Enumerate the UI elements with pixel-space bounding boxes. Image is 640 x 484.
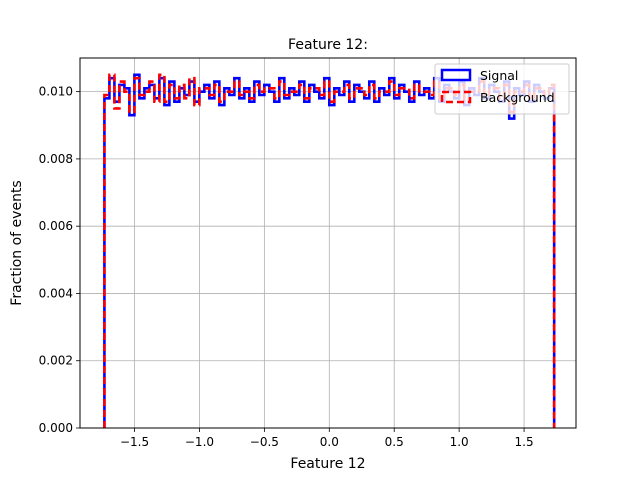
legend-label-background: Background — [480, 90, 555, 105]
y-tick-label: 0.010 — [39, 85, 73, 99]
x-tick-label: 1.0 — [450, 435, 469, 449]
x-tick-label: −1.5 — [120, 435, 149, 449]
legend-swatch-background — [440, 90, 472, 104]
x-tick-label: −1.0 — [185, 435, 214, 449]
legend: Signal Background — [434, 63, 570, 115]
x-tick-label: 0.0 — [320, 435, 339, 449]
chart-title: Feature 12: — [288, 37, 368, 53]
y-tick-label: 0.006 — [39, 219, 73, 233]
y-axis-label: Fraction of events — [9, 180, 25, 305]
x-tick-label: −0.5 — [250, 435, 279, 449]
x-tick-label: 0.5 — [385, 435, 404, 449]
legend-label-signal: Signal — [480, 68, 518, 83]
y-tick-label: 0.008 — [39, 152, 73, 166]
y-tick-label: 0.000 — [39, 421, 73, 435]
x-axis-label: Feature 12 — [290, 456, 365, 472]
ticks: −1.5 −1.0 −0.5 0.0 0.5 1.0 1.5 0.000 0.002 0.004 0… — [39, 85, 534, 449]
x-tick-label: 1.5 — [515, 435, 534, 449]
y-tick-label: 0.002 — [39, 354, 73, 368]
y-tick-label: 0.004 — [39, 286, 73, 300]
legend-swatch-signal — [440, 68, 472, 82]
axes-frame — [79, 57, 577, 429]
